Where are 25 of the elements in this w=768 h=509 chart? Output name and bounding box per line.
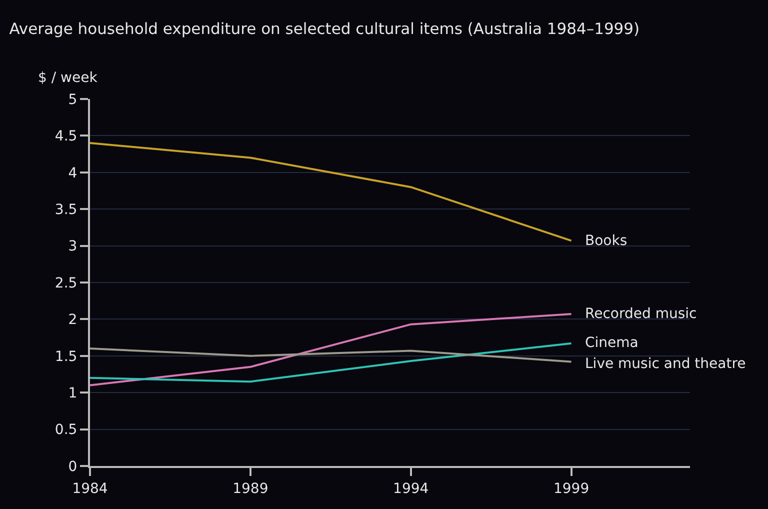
y-tick-label: 4.5 xyxy=(54,128,78,145)
y-tick-label: 3.5 xyxy=(54,202,78,218)
y-tick-label: 5 xyxy=(68,92,78,108)
x-tick-label: 1984 xyxy=(72,480,108,497)
x-tick-label: 1989 xyxy=(232,480,268,497)
line-series xyxy=(90,142,572,242)
line-series xyxy=(90,313,572,386)
y-tick-label: 3 xyxy=(68,238,78,255)
line-series xyxy=(90,348,572,363)
series-label: Books xyxy=(585,233,628,249)
series-label: Cinema xyxy=(585,335,638,351)
y-tick-label: 2 xyxy=(68,312,78,328)
line-series xyxy=(90,342,572,383)
y-tick-label: 2.5 xyxy=(54,275,78,292)
x-tick-label: 1994 xyxy=(393,480,429,497)
y-tick-label: 1.5 xyxy=(54,348,78,365)
series-label: Live music and theatre xyxy=(585,356,746,372)
chart-title: Average household expenditure on selected cultural items (Australia 1984–1999) xyxy=(9,20,640,38)
x-tick-label: 1999 xyxy=(553,480,590,497)
series-label: Recorded music xyxy=(585,306,697,322)
y-axis-title: $ / week xyxy=(38,70,98,86)
y-tick-label: 1 xyxy=(68,386,78,402)
y-tick-label: 0.5 xyxy=(54,422,78,438)
y-tick-label: 4 xyxy=(68,165,78,182)
y-tick-label: 0 xyxy=(68,458,78,475)
